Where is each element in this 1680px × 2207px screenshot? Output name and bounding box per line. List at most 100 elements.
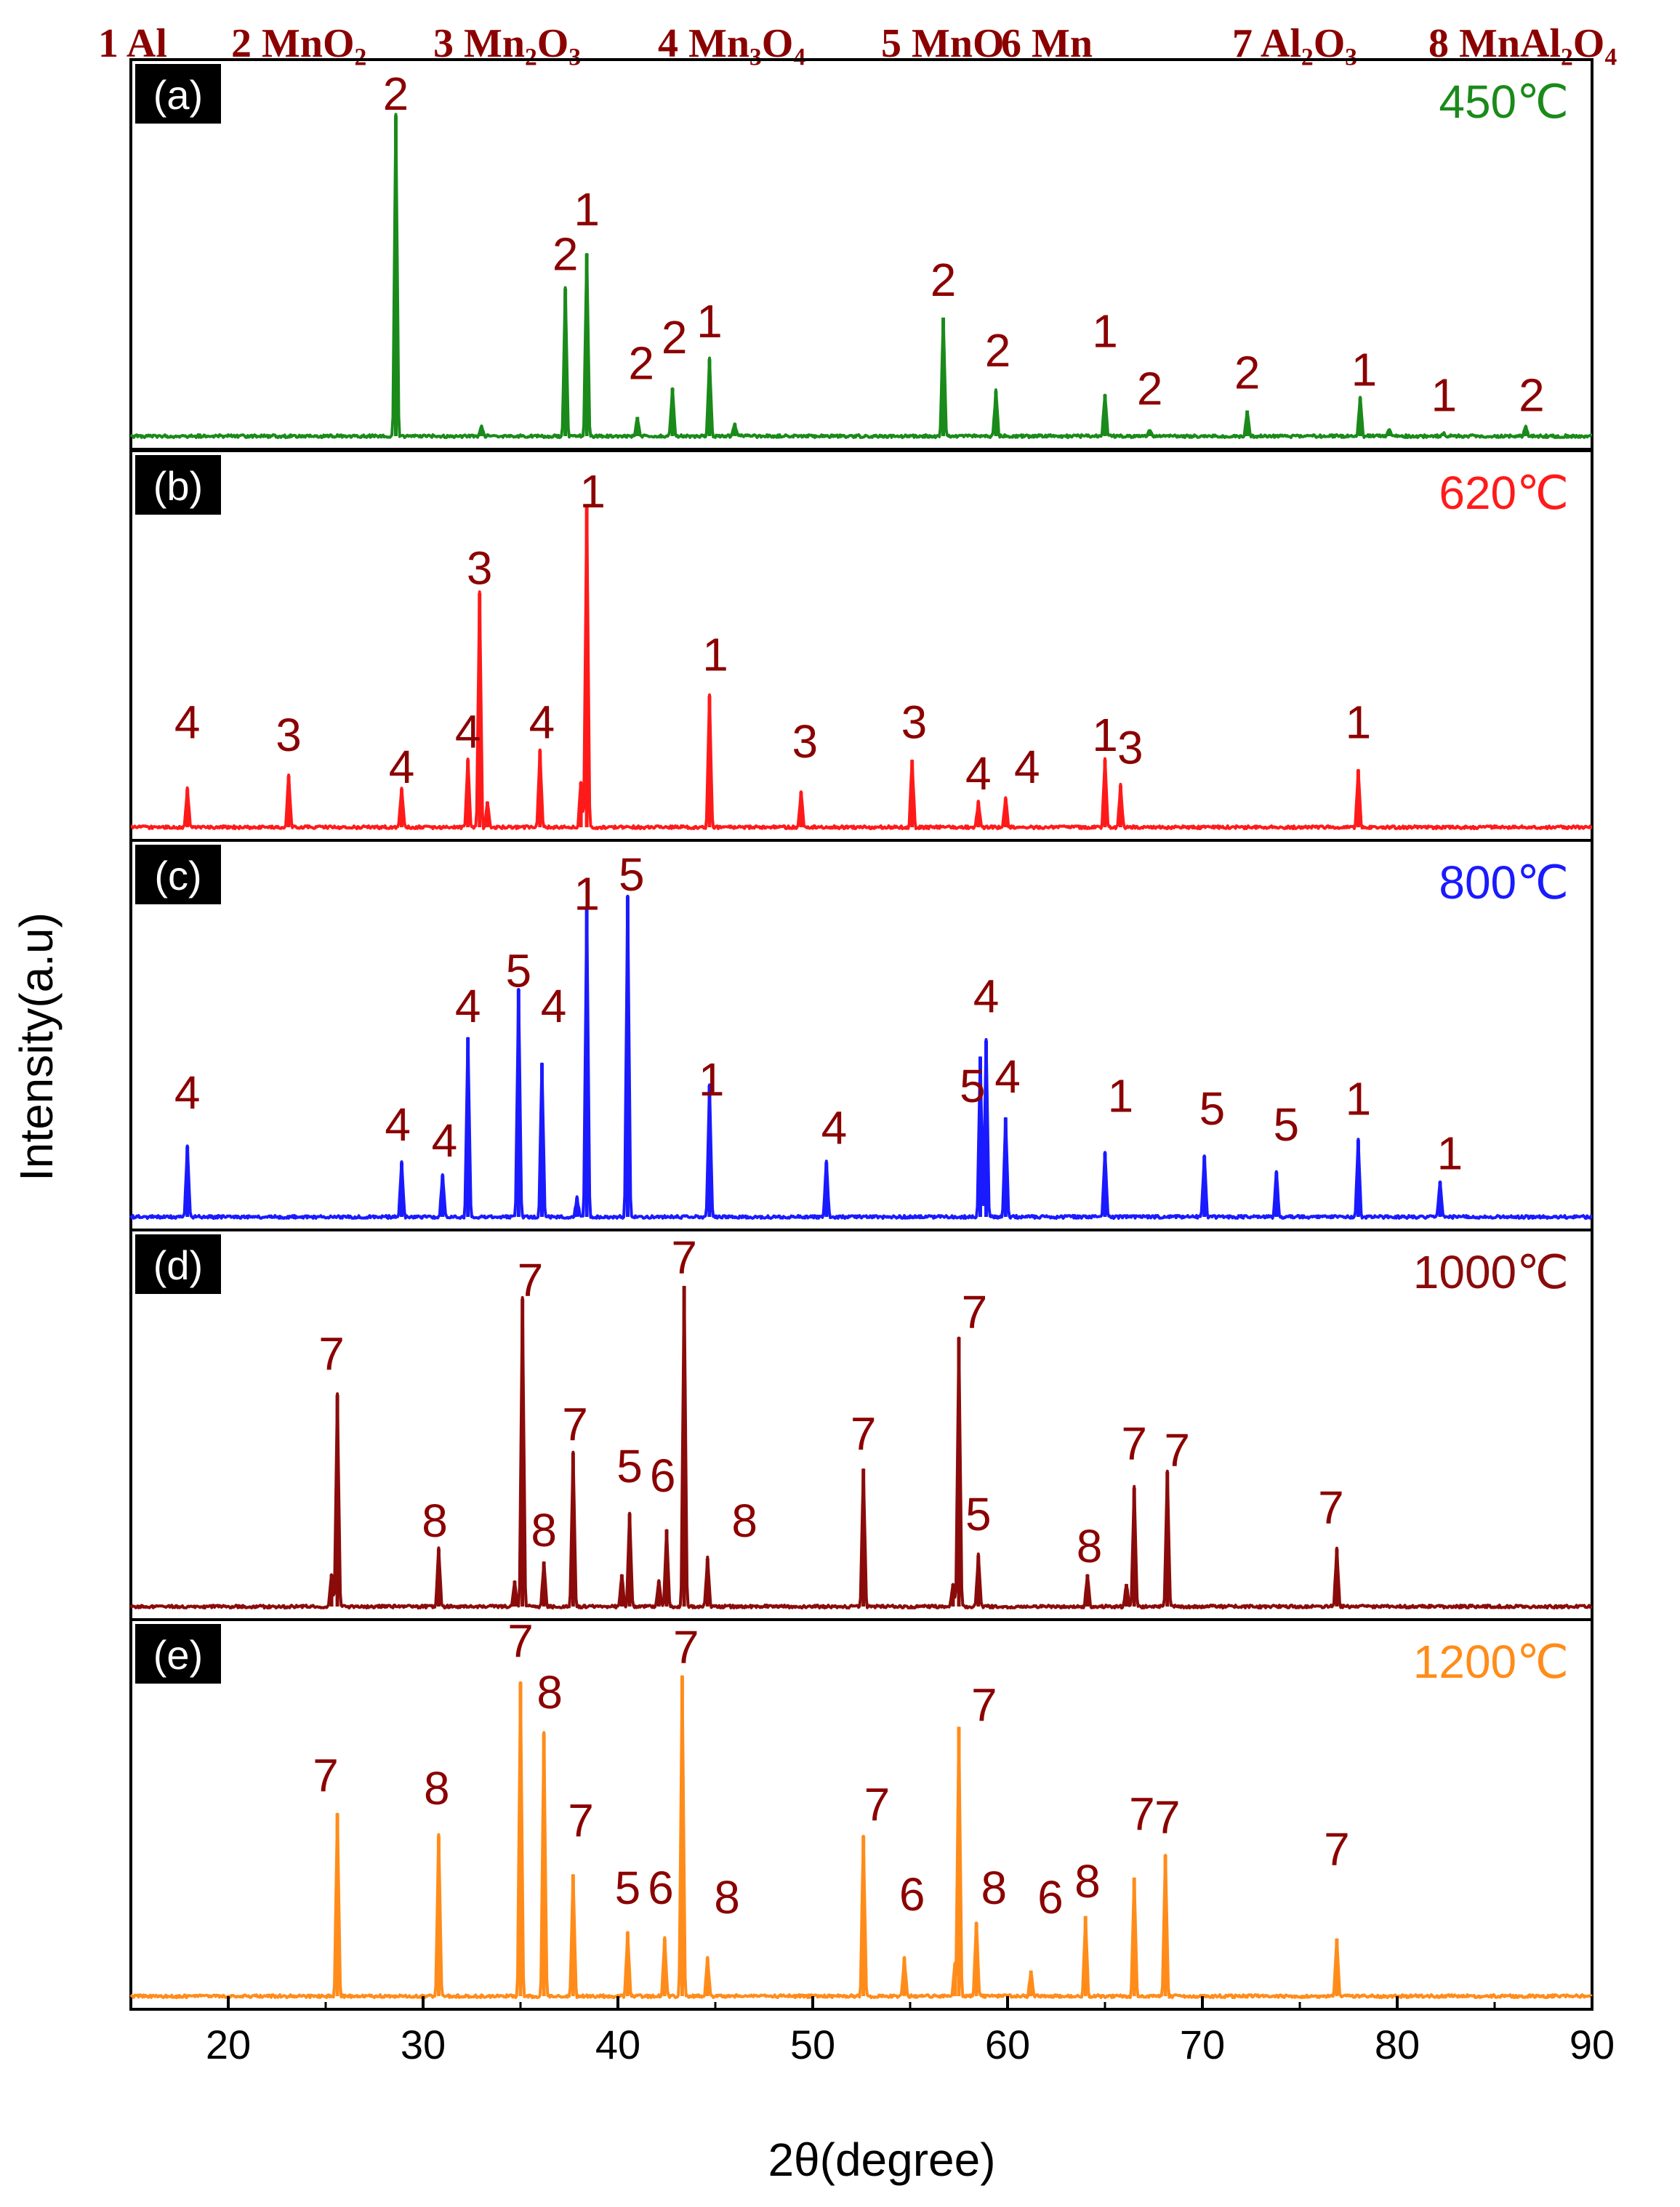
peak-label: 4 bbox=[455, 706, 481, 758]
x-tick-label: 70 bbox=[1180, 2022, 1225, 2067]
peak-label: 7 bbox=[518, 1254, 544, 1306]
spectrum-line bbox=[129, 894, 1593, 1220]
peak-label: 6 bbox=[648, 1862, 674, 1914]
peak-label: 7 bbox=[1121, 1418, 1147, 1470]
panel-tag: (b) bbox=[153, 463, 203, 509]
peak-label: 7 bbox=[962, 1286, 988, 1338]
peak-label: 2 bbox=[628, 337, 654, 389]
x-axis: 20 30 40 50 60 70 80 90 bbox=[129, 1996, 1615, 2067]
peak-label: 1 bbox=[574, 183, 600, 236]
peak-label: 8 bbox=[422, 1495, 448, 1547]
peak-label: 7 bbox=[318, 1327, 345, 1380]
peak-label: 1 bbox=[579, 465, 606, 518]
panel-tag: (a) bbox=[153, 72, 203, 118]
x-tick-label: 50 bbox=[790, 2022, 835, 2067]
peak-label: 1 bbox=[699, 1053, 725, 1106]
peak-label: 3 bbox=[467, 542, 493, 595]
peak-label: 5 bbox=[506, 944, 532, 997]
peak-label: 8 bbox=[531, 1504, 557, 1556]
peak-label: 4 bbox=[432, 1114, 458, 1167]
peak-label: 6 bbox=[1037, 1871, 1064, 1923]
peak-label: 1 bbox=[702, 629, 728, 681]
peak-label: 5 bbox=[615, 1862, 641, 1914]
peak-label: 4 bbox=[385, 1098, 411, 1151]
peak-label: 5 bbox=[965, 1488, 992, 1540]
peak-label: 6 bbox=[650, 1450, 676, 1502]
peak-label: 5 bbox=[1273, 1098, 1299, 1151]
peak-label: 7 bbox=[562, 1399, 588, 1451]
panel-tag-box bbox=[135, 455, 221, 515]
peak-label: 4 bbox=[529, 696, 555, 748]
temperature-label: 800℃ bbox=[1439, 856, 1569, 909]
peak-label: 4 bbox=[389, 741, 415, 793]
x-tick-label: 60 bbox=[985, 2022, 1030, 2067]
peak-label: 2 bbox=[1137, 363, 1163, 415]
peak-label: 1 bbox=[1092, 305, 1118, 357]
peak-label: 7 bbox=[971, 1679, 997, 1732]
y-axis-title: Intensity(a.u) bbox=[10, 912, 63, 1181]
peak-label: 5 bbox=[1199, 1082, 1226, 1135]
peak-label: 7 bbox=[864, 1778, 891, 1830]
peak-label: 4 bbox=[455, 980, 481, 1032]
x-tick-label: 90 bbox=[1570, 2022, 1615, 2067]
peak-label: 7 bbox=[1318, 1482, 1344, 1534]
x-tick-label: 40 bbox=[595, 2022, 640, 2067]
peak-label: 8 bbox=[1074, 1855, 1101, 1907]
peak-label: 8 bbox=[424, 1762, 450, 1814]
spectrum-line bbox=[129, 113, 1593, 439]
x-tick-label: 30 bbox=[401, 2022, 446, 2067]
peak-label: 7 bbox=[851, 1408, 877, 1460]
panel-tag: (d) bbox=[153, 1242, 203, 1288]
peak-label: 7 bbox=[671, 1231, 697, 1284]
peak-label: 3 bbox=[276, 709, 302, 761]
peak-label: 8 bbox=[981, 1862, 1007, 1914]
peak-label: 5 bbox=[960, 1060, 986, 1112]
peak-label: 3 bbox=[901, 696, 928, 748]
panel-tag-box bbox=[135, 1234, 221, 1294]
peak-label: 3 bbox=[792, 715, 818, 768]
peak-label: 1 bbox=[1092, 709, 1118, 761]
spectrum-line bbox=[129, 1675, 1593, 1999]
peak-label: 3 bbox=[1117, 722, 1144, 774]
temperature-label: 1000℃ bbox=[1413, 1246, 1569, 1298]
peak-label: 4 bbox=[174, 1066, 201, 1119]
temperature-label: 1200℃ bbox=[1413, 1636, 1569, 1688]
peak-label: 1 bbox=[1346, 1073, 1372, 1125]
peak-label: 8 bbox=[1077, 1520, 1103, 1572]
peak-label: 4 bbox=[174, 696, 201, 748]
peak-label: 7 bbox=[507, 1615, 534, 1667]
peak-label: 7 bbox=[1154, 1791, 1181, 1844]
peak-label: 2 bbox=[552, 228, 579, 281]
peak-label: 8 bbox=[714, 1871, 740, 1923]
peak-label: 8 bbox=[731, 1495, 757, 1547]
peak-label: 1 bbox=[1437, 1127, 1463, 1180]
peak-label: 7 bbox=[313, 1750, 339, 1802]
peak-label: 1 bbox=[1431, 369, 1458, 422]
panel-tag-box bbox=[135, 845, 221, 904]
temperature-label: 450℃ bbox=[1439, 76, 1569, 128]
peak-label: 2 bbox=[383, 68, 409, 120]
spectrum-line bbox=[130, 504, 1593, 830]
peak-label: 1 bbox=[696, 295, 723, 347]
panel-tag-box bbox=[135, 64, 221, 124]
peak-label: 4 bbox=[994, 1050, 1021, 1103]
peak-label: 1 bbox=[574, 867, 600, 920]
panel-tag: (c) bbox=[154, 853, 201, 899]
x-tick-label: 80 bbox=[1375, 2022, 1420, 2067]
peak-label: 2 bbox=[662, 311, 688, 363]
peak-label: 8 bbox=[536, 1666, 563, 1718]
peak-label: 5 bbox=[616, 1440, 643, 1492]
panel-frame bbox=[129, 1618, 1593, 2011]
peak-label: 4 bbox=[965, 747, 992, 800]
panel-tag-box bbox=[135, 1624, 221, 1684]
peak-label: 7 bbox=[1129, 1788, 1155, 1841]
peak-label: 4 bbox=[1014, 741, 1040, 793]
peak-label: 7 bbox=[673, 1621, 699, 1673]
peak-label: 1 bbox=[1351, 343, 1378, 395]
